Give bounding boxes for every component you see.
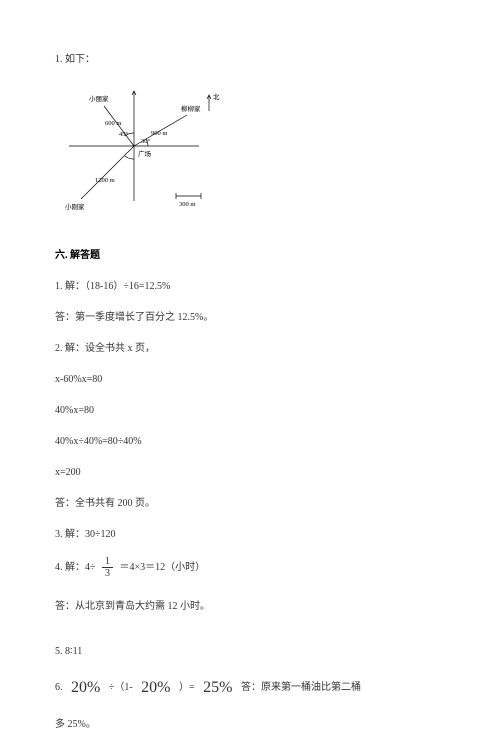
direction-diagram: 小丽家 600 m 900 m 1200 m 广场 柳柳家 北 300 m 小刚… [59, 81, 445, 228]
answer-1-line-2: 答：第一季度增长了百分之 12.5%。 [55, 308, 445, 327]
fraction-denominator: 3 [102, 568, 113, 579]
label-xiaogang: 小刚家 [65, 202, 85, 211]
a6-tail: 答：原来第一桶油比第二桶 [241, 682, 361, 693]
a4-suffix: ＝4×3＝12（小时） [120, 562, 206, 573]
a6-mid2: ）= [179, 682, 195, 693]
label-scale: 300 m [179, 201, 195, 208]
fraction-numerator: 1 [102, 556, 113, 568]
label-liuliu: 柳柳家 [181, 104, 201, 113]
answer-6-line-1: 6. 20% ÷（1- 20% ）= 25% 答：原来第一桶油比第二桶 [55, 673, 445, 703]
percent-20-b: 20% [141, 679, 170, 696]
answer-2-line-2: x-60%x=80 [55, 370, 445, 389]
label-xiaoli: 小丽家 [89, 94, 109, 103]
answer-2-line-3: 40%x=80 [55, 401, 445, 420]
label-30deg: 30° [141, 138, 151, 145]
label-north: 北 [213, 93, 220, 101]
label-1200m: 1200 m [95, 177, 115, 184]
fraction-one-third: 1 3 [102, 556, 113, 579]
answer-2-line-4: 40%x÷40%=80÷40% [55, 432, 445, 451]
a4-prefix: 4. 解：4÷ [55, 562, 96, 573]
label-900m: 900 m [151, 130, 167, 137]
label-plaza: 广场 [138, 149, 152, 158]
answer-5: 5. 8∶11 [55, 642, 445, 661]
label-45deg: 45° [119, 131, 129, 138]
answer-4-final: 答：从北京到青岛大约需 12 小时。 [55, 597, 445, 616]
answer-1-line-1: 1. 解：（18-16）÷16=12.5% [55, 277, 445, 296]
answer-2-line-1: 2. 解：设全书共 x 页， [55, 339, 445, 358]
answer-6-line-2: 多 25%。 [55, 715, 445, 734]
a6-mid1: ÷（1- [109, 682, 133, 693]
percent-25: 25% [203, 679, 232, 696]
label-600m: 600 m [105, 120, 121, 127]
item-1-label: 1. 如下： [55, 50, 445, 69]
answer-2-line-6: 答：全书共有 200 页。 [55, 494, 445, 513]
answer-2-line-5: x=200 [55, 463, 445, 482]
percent-20-a: 20% [71, 679, 100, 696]
a6-prefix: 6. [55, 682, 63, 693]
answer-3: 3. 解：30÷120 [55, 525, 445, 544]
section-6-heading: 六. 解答题 [55, 246, 445, 265]
answer-4-expr: 4. 解：4÷ 1 3 ＝4×3＝12（小时） [55, 556, 445, 579]
